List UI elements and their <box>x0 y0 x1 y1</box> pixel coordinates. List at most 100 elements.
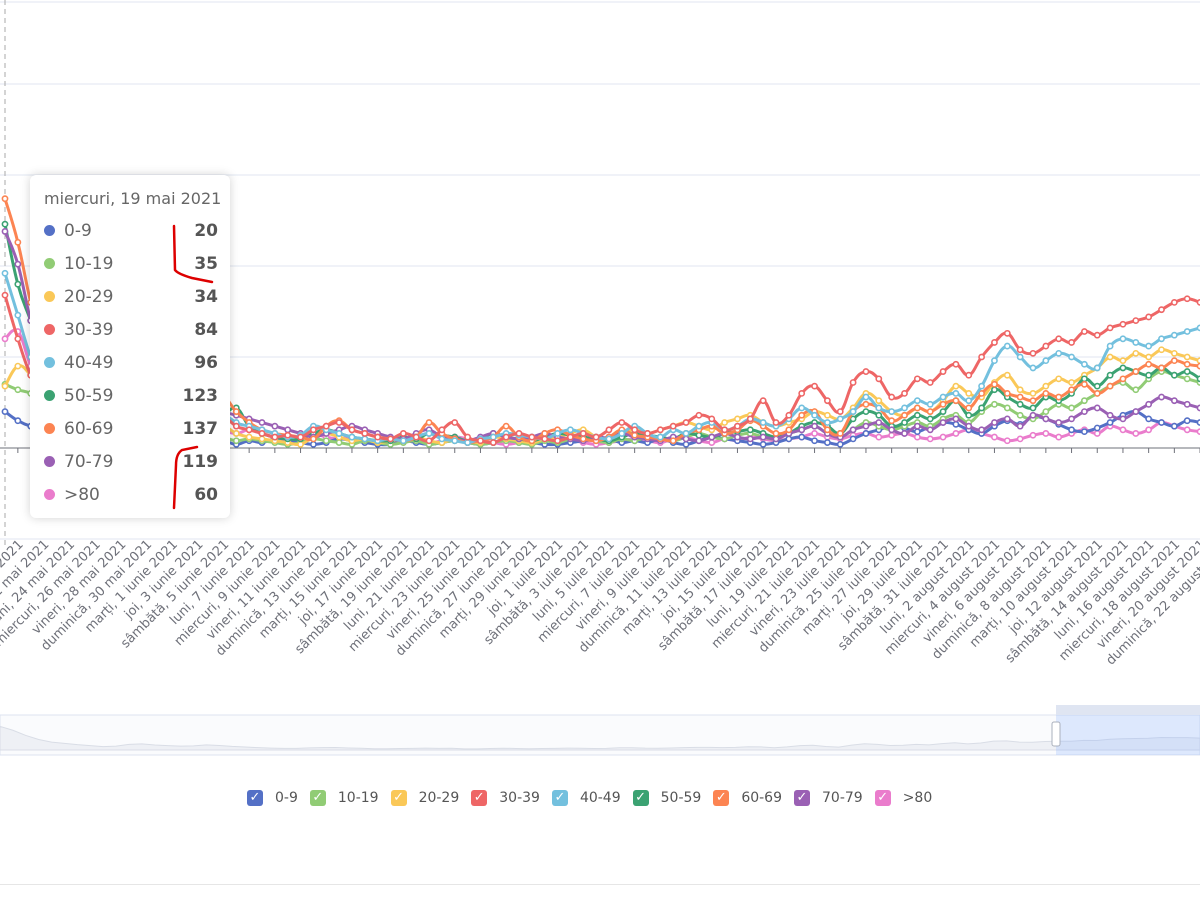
data-point[interactable] <box>746 435 754 443</box>
data-point[interactable] <box>811 437 818 445</box>
data-point[interactable] <box>1170 331 1178 339</box>
data-point[interactable] <box>1003 371 1011 379</box>
data-point[interactable] <box>322 422 330 430</box>
data-point[interactable] <box>1068 353 1075 361</box>
data-point[interactable] <box>14 335 22 343</box>
data-point[interactable] <box>1003 329 1011 337</box>
data-point[interactable] <box>579 435 587 443</box>
data-point[interactable] <box>695 422 703 430</box>
data-point[interactable] <box>1158 393 1165 401</box>
data-point[interactable] <box>1042 357 1050 365</box>
data-point[interactable] <box>1003 404 1011 412</box>
data-point[interactable] <box>1 228 9 235</box>
data-point[interactable] <box>554 430 561 437</box>
data-point[interactable] <box>1145 360 1153 368</box>
data-point[interactable] <box>1093 389 1101 397</box>
data-point[interactable] <box>913 428 921 436</box>
data-point[interactable] <box>541 430 549 437</box>
data-point[interactable] <box>14 260 22 268</box>
data-point[interactable] <box>965 404 973 412</box>
data-point[interactable] <box>849 435 857 443</box>
legend-item[interactable]: ✓ 70-79 <box>794 790 863 806</box>
data-point[interactable] <box>926 415 934 423</box>
legend-item[interactable]: ✓ 20-29 <box>390 790 459 806</box>
data-point[interactable] <box>926 408 934 415</box>
data-point[interactable] <box>721 426 728 434</box>
data-point[interactable] <box>1081 380 1088 388</box>
data-point[interactable] <box>1055 349 1063 357</box>
checkbox-checked-icon[interactable]: ✓ <box>309 790 326 806</box>
data-point[interactable] <box>605 426 613 434</box>
data-point[interactable] <box>913 375 921 383</box>
data-point[interactable] <box>952 360 960 368</box>
data-point[interactable] <box>939 433 947 441</box>
data-point[interactable] <box>965 389 973 397</box>
data-point[interactable] <box>335 419 343 426</box>
data-point[interactable] <box>862 400 870 408</box>
data-point[interactable] <box>1106 353 1114 361</box>
data-point[interactable] <box>836 430 844 437</box>
data-point[interactable] <box>836 440 844 448</box>
data-point[interactable] <box>245 426 253 434</box>
data-point[interactable] <box>631 426 639 434</box>
data-point[interactable] <box>862 408 870 415</box>
data-point[interactable] <box>1093 430 1101 437</box>
data-point[interactable] <box>965 411 973 419</box>
data-point[interactable] <box>1106 419 1114 426</box>
data-point[interactable] <box>772 430 780 437</box>
data-point[interactable] <box>1196 404 1200 412</box>
data-point[interactable] <box>669 437 677 445</box>
data-point[interactable] <box>1132 317 1140 324</box>
data-point[interactable] <box>1106 342 1114 350</box>
data-point[interactable] <box>477 437 484 445</box>
data-point[interactable] <box>399 437 407 445</box>
data-point[interactable] <box>926 435 934 443</box>
data-point[interactable] <box>1145 371 1153 379</box>
data-point[interactable] <box>387 435 394 443</box>
data-point[interactable] <box>682 435 690 443</box>
data-point[interactable] <box>901 404 908 412</box>
data-point[interactable] <box>1016 435 1024 443</box>
data-point[interactable] <box>965 397 973 405</box>
data-point[interactable] <box>1119 335 1127 343</box>
data-point[interactable] <box>734 422 741 430</box>
zoom-handle-left[interactable] <box>1051 721 1061 747</box>
data-point[interactable] <box>1 335 9 343</box>
data-point[interactable] <box>464 439 471 446</box>
data-point[interactable] <box>1029 404 1037 412</box>
data-point[interactable] <box>567 426 574 434</box>
data-point[interactable] <box>939 368 947 375</box>
data-point[interactable] <box>952 420 960 428</box>
data-point[interactable] <box>1003 437 1011 445</box>
data-point[interactable] <box>232 430 240 437</box>
data-point[interactable] <box>939 393 947 401</box>
data-point[interactable] <box>978 426 985 434</box>
data-point[interactable] <box>335 439 343 446</box>
data-point[interactable] <box>1055 419 1063 426</box>
data-point[interactable] <box>1081 328 1088 335</box>
data-point[interactable] <box>991 433 998 441</box>
data-point[interactable] <box>1158 346 1165 354</box>
data-point[interactable] <box>952 382 960 390</box>
data-point[interactable] <box>425 437 433 445</box>
data-point[interactable] <box>309 435 317 443</box>
data-point[interactable] <box>1132 349 1140 357</box>
data-point[interactable] <box>952 430 960 437</box>
data-point[interactable] <box>1093 424 1101 432</box>
data-point[interactable] <box>1106 371 1114 379</box>
data-point[interactable] <box>271 422 279 430</box>
checkbox-checked-icon[interactable]: ✓ <box>551 790 568 806</box>
data-point[interactable] <box>952 389 960 397</box>
data-point[interactable] <box>1029 389 1037 397</box>
data-point[interactable] <box>759 440 767 448</box>
data-point[interactable] <box>451 419 459 426</box>
data-point[interactable] <box>824 426 831 434</box>
data-point[interactable] <box>1093 331 1101 339</box>
data-point[interactable] <box>772 419 780 426</box>
data-point[interactable] <box>708 439 716 446</box>
data-point[interactable] <box>1170 397 1178 405</box>
data-point[interactable] <box>14 417 22 425</box>
data-point[interactable] <box>1042 415 1050 423</box>
data-point[interactable] <box>14 386 22 394</box>
checkbox-checked-icon[interactable]: ✓ <box>874 790 891 806</box>
